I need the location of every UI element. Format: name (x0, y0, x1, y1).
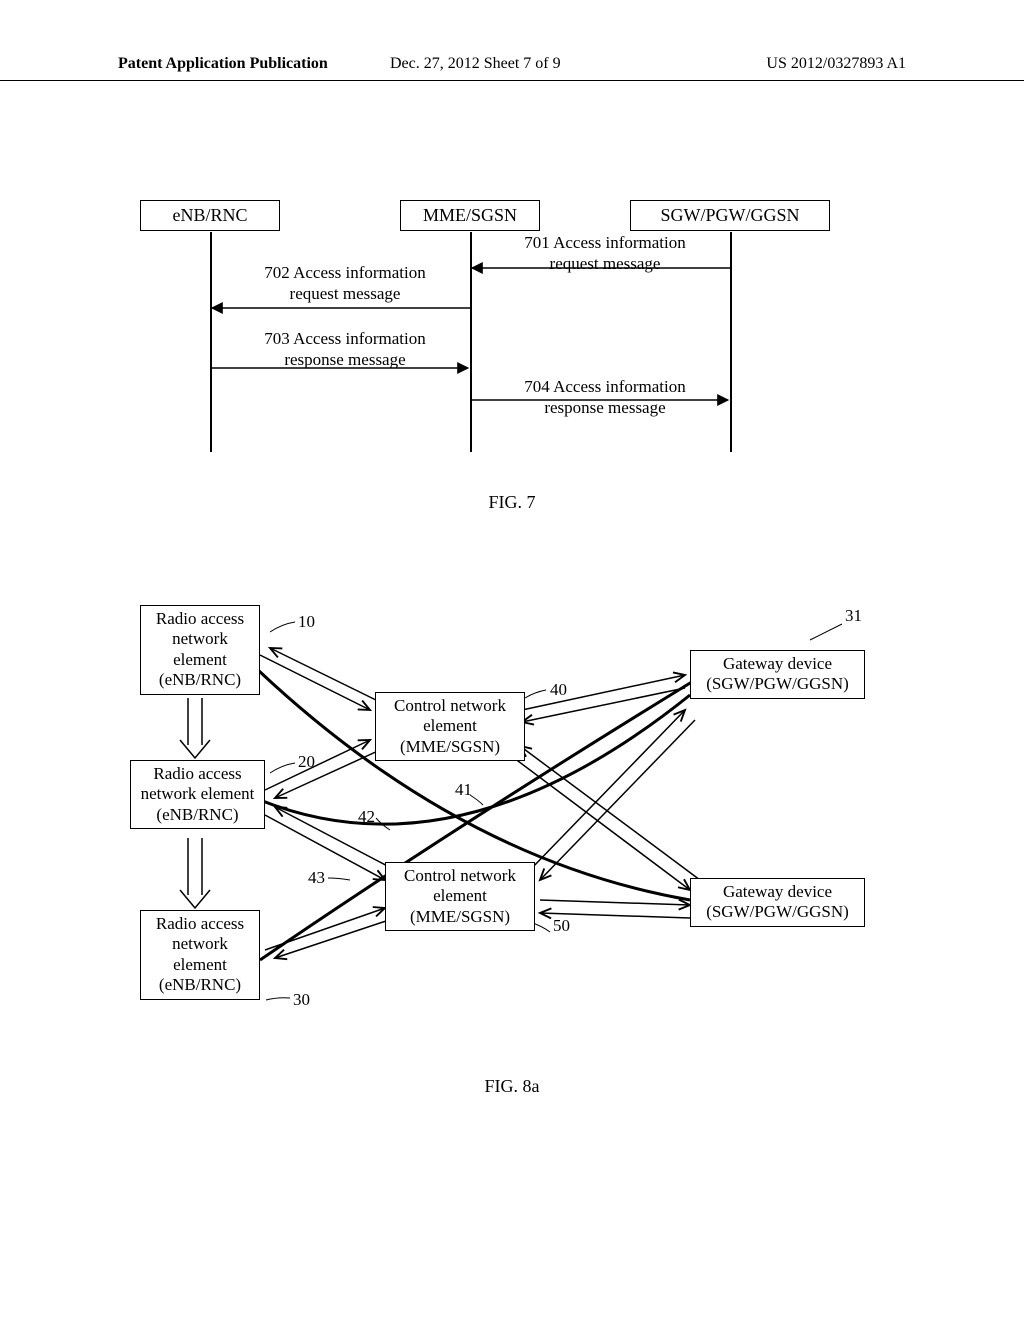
page-header: Patent Application Publication Dec. 27, … (0, 80, 1024, 110)
ref-20: 20 (298, 752, 315, 772)
fig7-caption: FIG. 7 (0, 492, 1024, 513)
header-right: US 2012/0327893 A1 (766, 55, 906, 73)
ref-50: 50 (553, 916, 570, 936)
node-ctrl1: Control networkelement(MME/SGSN) (375, 692, 525, 761)
fig8-caption: FIG. 8a (0, 1076, 1024, 1097)
ref-30: 30 (293, 990, 310, 1010)
ref-43: 43 (308, 868, 325, 888)
msg-703: 703 Access informationresponse message (230, 328, 460, 371)
node-gw1: Gateway device(SGW/PGW/GGSN) (690, 650, 865, 699)
msg-702: 702 Access informationrequest message (230, 262, 460, 305)
node-gw2: Gateway device(SGW/PGW/GGSN) (690, 878, 865, 927)
ref-31: 31 (845, 606, 862, 626)
node-ran3: Radio accessnetworkelement(eNB/RNC) (140, 910, 260, 1000)
ref-40: 40 (550, 680, 567, 700)
msg-704: 704 Access informationresponse message (490, 376, 720, 419)
node-ran2: Radio accessnetwork element(eNB/RNC) (130, 760, 265, 829)
header-mid: Dec. 27, 2012 Sheet 7 of 9 (390, 55, 561, 73)
ref-41: 41 (455, 780, 472, 800)
figure-7: eNB/RNC MME/SGSN SGW/PGW/GGSN 701 Access… (140, 200, 880, 460)
node-ran1: Radio accessnetworkelement(eNB/RNC) (140, 605, 260, 695)
figure-8a: Radio accessnetworkelement(eNB/RNC) Radi… (130, 600, 890, 1060)
node-ctrl2: Control networkelement(MME/SGSN) (385, 862, 535, 931)
msg-701: 701 Access informationrequest message (490, 232, 720, 275)
ref-10: 10 (298, 612, 315, 632)
header-left: Patent Application Publication (118, 55, 328, 73)
ref-42: 42 (358, 807, 375, 827)
